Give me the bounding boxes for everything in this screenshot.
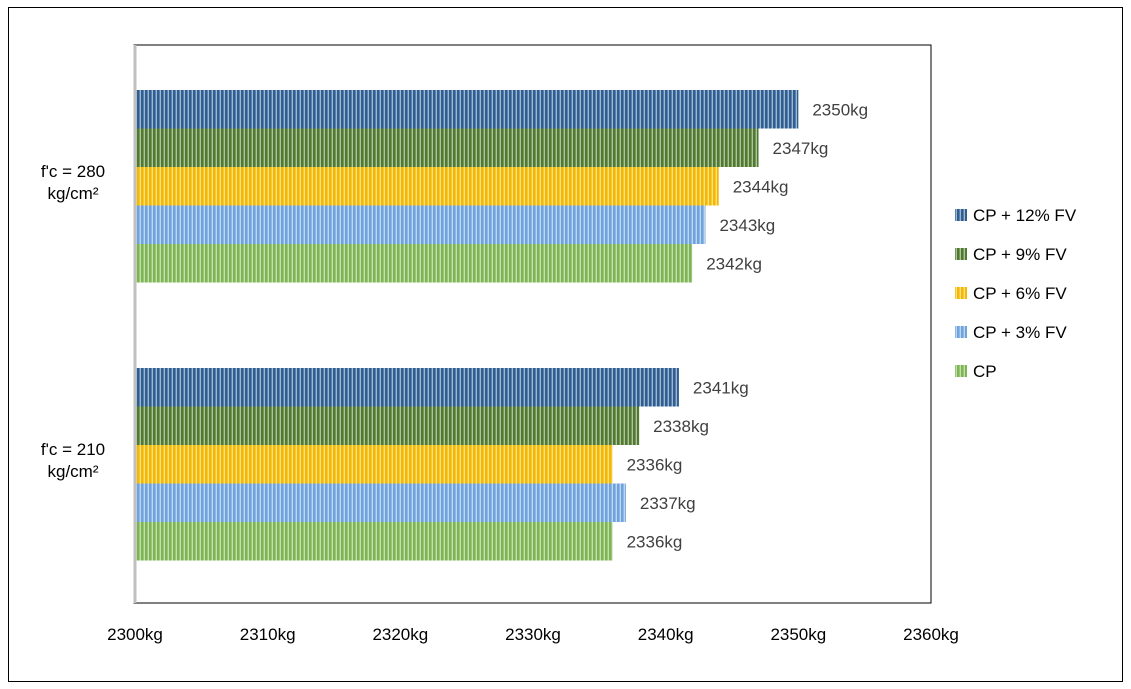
bar-1-0 (135, 368, 679, 407)
data-label-0-1: 2347kg (773, 139, 829, 158)
bar-0-1 (135, 128, 759, 167)
x-tick-label-1: 2310kg (240, 625, 296, 644)
legend-label-0: CP + 12% FV (973, 206, 1077, 225)
bar-1-3 (135, 483, 626, 522)
x-tick-label-5: 2350kg (770, 625, 826, 644)
data-label-1-2: 2336kg (627, 455, 683, 474)
data-labels: 2350kg 2347kg 2344kg 2343kg 2342kg 2341kg 2338… (627, 100, 869, 551)
legend-label-3: CP + 3% FV (973, 323, 1067, 342)
legend-item-0: CP + 12% FV (955, 206, 1077, 225)
legend-item-1: CP + 9% FV (955, 245, 1067, 264)
bar-0-4 (135, 244, 693, 283)
legend: CP + 12% FV CP + 9% FV CP + 6% FV CP + 3% F… (955, 206, 1077, 381)
data-label-1-3: 2337kg (640, 494, 696, 513)
bars (135, 90, 799, 561)
bar-1-2 (135, 445, 613, 484)
data-label-1-0: 2341kg (693, 378, 749, 397)
category-label-0: f'c = 280 kg/cm² (41, 162, 105, 203)
bar-0-2 (135, 167, 719, 206)
legend-item-2: CP + 6% FV (955, 284, 1067, 303)
bar-1-4 (135, 522, 613, 561)
legend-item-3: CP + 3% FV (955, 323, 1067, 342)
legend-swatch-1 (955, 248, 967, 260)
data-label-0-3: 2343kg (719, 216, 775, 235)
x-tick-label-4: 2340kg (638, 625, 694, 644)
legend-swatch-0 (955, 209, 967, 221)
x-axis-ticks: 2300kg 2310kg 2320kg 2330kg 2340kg 2350kg 2360… (107, 625, 959, 644)
chart-frame: 2350kg 2347kg 2344kg 2343kg 2342kg 2341kg 2338… (8, 7, 1123, 682)
legend-item-4: CP (955, 362, 997, 381)
bar-0-3 (135, 205, 706, 244)
data-label-1-1: 2338kg (653, 417, 709, 436)
legend-label-2: CP + 6% FV (973, 284, 1067, 303)
legend-swatch-3 (955, 326, 967, 338)
x-tick-label-0: 2300kg (107, 625, 163, 644)
data-label-0-0: 2350kg (812, 100, 868, 119)
x-tick-label-2: 2320kg (372, 625, 428, 644)
bar-chart: 2350kg 2347kg 2344kg 2343kg 2342kg 2341kg 2338… (41, 44, 1077, 644)
bar-0-0 (135, 90, 799, 129)
category-labels: f'c = 280 kg/cm² f'c = 210 kg/cm² (41, 162, 105, 481)
legend-label-1: CP + 9% FV (973, 245, 1067, 264)
data-label-1-4: 2336kg (627, 532, 683, 551)
legend-label-4: CP (973, 362, 997, 381)
bar-1-1 (135, 406, 640, 445)
data-label-0-2: 2344kg (733, 177, 789, 196)
legend-swatch-2 (955, 287, 967, 299)
x-tick-label-3: 2330kg (505, 625, 561, 644)
x-tick-label-6: 2360kg (903, 625, 959, 644)
category-label-1: f'c = 210 kg/cm² (41, 440, 105, 481)
data-label-0-4: 2342kg (706, 254, 762, 273)
legend-swatch-4 (955, 365, 967, 377)
